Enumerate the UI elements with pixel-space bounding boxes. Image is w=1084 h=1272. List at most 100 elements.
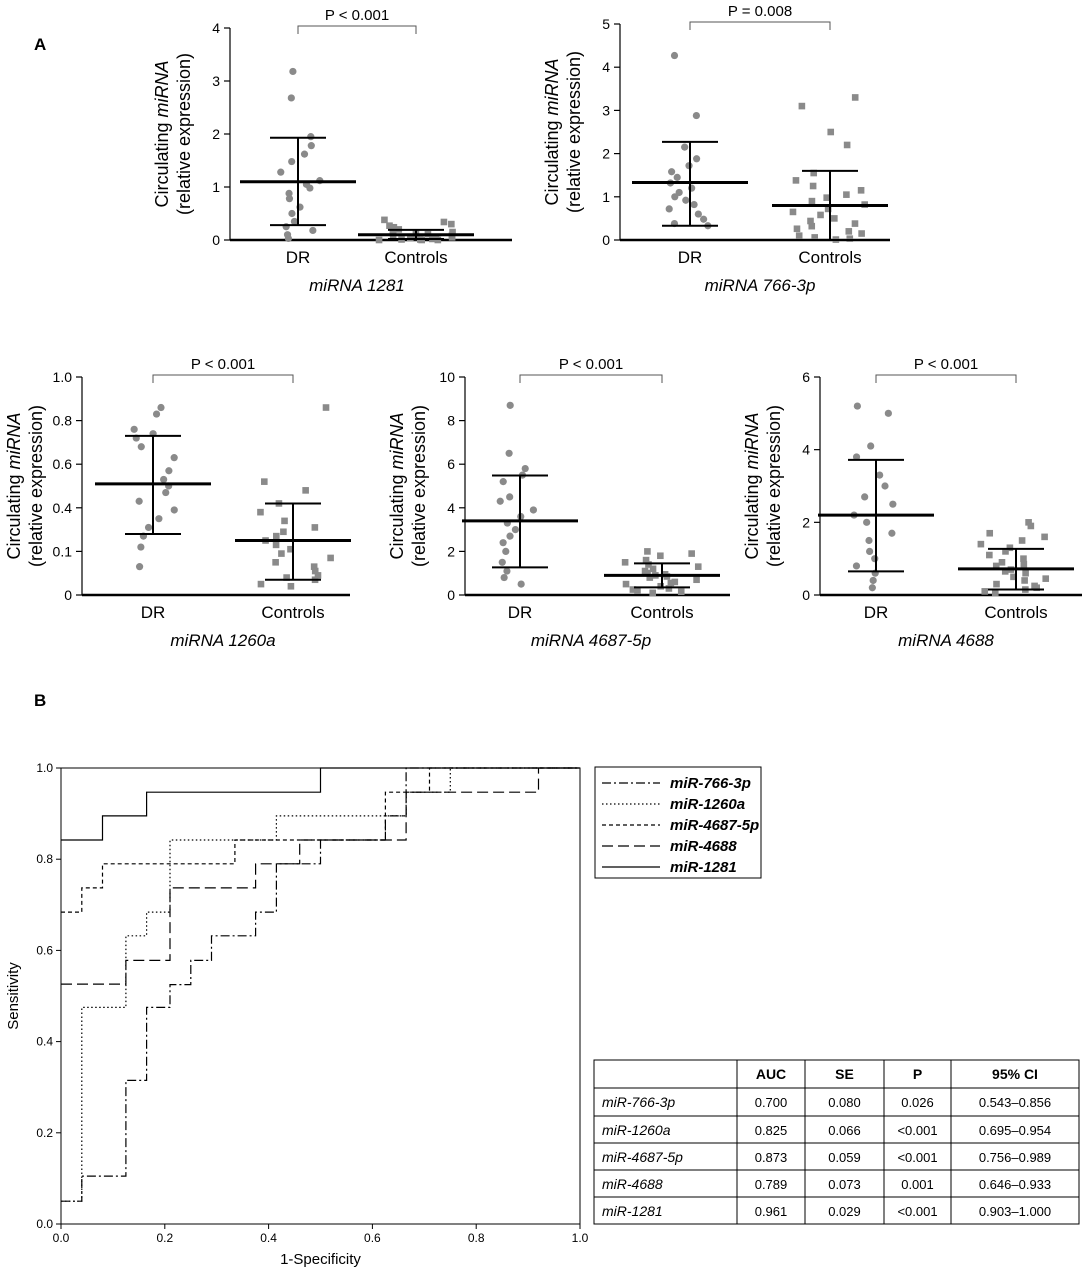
data-point-controls [991, 589, 999, 597]
legend-label: miR-4687-5p [670, 817, 759, 834]
data-point-dr [694, 210, 702, 218]
data-point-controls [981, 588, 989, 595]
roc-frame [60, 767, 581, 1225]
data-point-dr [144, 523, 153, 532]
panel-label-b: B [34, 691, 46, 710]
p-value-label: P < 0.001 [191, 356, 255, 373]
data-point-dr [693, 155, 701, 163]
data-point-controls [992, 562, 1000, 570]
significance-bracket [297, 25, 417, 34]
table-frame [593, 1059, 1080, 1225]
scatter-panel-2: 0 1 2 3 4 5 Circulating miRNA (relative express… [542, 3, 890, 295]
y-axis-label: Circulating miRNA [387, 412, 407, 559]
table-row-name: miR-1260a [602, 1122, 671, 1138]
data-point-dr [499, 539, 507, 547]
category-label-dr: DR [864, 603, 889, 622]
data-point-controls [1002, 548, 1009, 555]
roc-panel: 0.00.0 0.2 0.2 0.4 0.4 0.6 0.6 0.8 0.8 1.0 1.0 1-Sp… [5, 761, 589, 1268]
data-point-controls [629, 586, 637, 593]
table-cell: 0.756–0.989 [979, 1150, 1051, 1165]
x-tick-label: 0.6 [364, 1231, 381, 1245]
data-point-controls [406, 234, 414, 242]
table-cell: 0.001 [901, 1177, 934, 1192]
data-point-controls [1021, 577, 1028, 584]
y-tick-label: 3 [602, 102, 610, 118]
y-tick-label: 0.6 [36, 943, 53, 957]
data-point-controls [1010, 573, 1017, 581]
roc-curve-mir-4687-5p [61, 767, 580, 913]
data-point-controls [649, 589, 656, 597]
y-tick-label: 0 [802, 587, 810, 603]
data-point-dr [888, 529, 896, 537]
table-cell: 0.961 [755, 1204, 788, 1219]
data-point-controls [808, 197, 816, 205]
y-axis-label-units: (relative expression) [764, 405, 784, 567]
y-tick-label: 10 [439, 369, 455, 385]
data-point-dr [521, 464, 529, 473]
x-tick-label: 0.2 [156, 1231, 173, 1245]
data-point-controls [817, 211, 824, 219]
data-point-dr [668, 168, 676, 176]
p-value-label: P < 0.001 [325, 7, 389, 24]
data-point-controls [634, 587, 641, 594]
y-axis-label: Circulating miRNA [542, 58, 562, 205]
data-point-controls [795, 232, 803, 239]
data-point-controls [434, 236, 442, 244]
data-point-dr [673, 173, 681, 181]
table-cell: <0.001 [897, 1204, 937, 1219]
y-tick-label: 0 [64, 587, 72, 603]
data-point-dr [876, 471, 884, 479]
data-point-controls [657, 582, 665, 590]
table-row-name: miR-4687-5p [602, 1149, 683, 1165]
y-tick-label: 5 [602, 16, 610, 32]
data-point-dr [871, 555, 879, 563]
data-point-dr [881, 482, 889, 490]
data-point-controls [823, 194, 831, 201]
table-cell: 0.789 [755, 1177, 788, 1192]
data-point-controls [824, 205, 832, 213]
data-point-controls [322, 404, 330, 411]
data-point-controls [694, 563, 702, 570]
data-point-controls [272, 541, 280, 549]
data-point-dr [170, 454, 178, 462]
category-label-dr: DR [678, 248, 703, 267]
y-axis-label: Circulating miRNA [742, 412, 762, 559]
data-point-controls [827, 128, 835, 136]
data-point-dr [852, 562, 861, 570]
y-tick-label: 2 [802, 514, 810, 530]
data-point-controls [272, 559, 279, 566]
table-cell: 0.903–1.000 [979, 1204, 1051, 1219]
data-point-controls [986, 551, 993, 559]
category-label-dr: DR [141, 603, 166, 622]
data-point-dr [853, 402, 861, 410]
data-point-controls [1022, 569, 1029, 577]
data-point-dr [288, 157, 296, 166]
data-point-controls [310, 563, 318, 570]
chart-subtitle: miRNA 1281 [309, 276, 405, 295]
legend-label: miR-1260a [670, 796, 745, 813]
data-point-dr [157, 403, 165, 412]
y-tick-label: 0 [212, 232, 220, 248]
table-cell: 0.066 [828, 1123, 861, 1138]
legend-label: miR-1281 [670, 859, 737, 876]
table-cell: 0.873 [755, 1150, 788, 1165]
data-point-controls [311, 524, 319, 531]
data-point-controls [807, 217, 814, 225]
y-axis-label-units: (relative expression) [409, 405, 429, 567]
y-tick-label: 0.8 [36, 852, 53, 866]
data-point-controls [993, 580, 1000, 588]
data-point-dr [285, 195, 294, 203]
data-point-dr [499, 478, 507, 486]
data-point-dr [300, 150, 309, 158]
data-point-controls [843, 191, 850, 198]
data-point-controls [261, 478, 268, 485]
data-point-dr [152, 410, 161, 418]
y-tick-label: 0.4 [53, 500, 73, 516]
legend-label: miR-766-3p [670, 775, 751, 792]
data-point-controls [1020, 555, 1027, 562]
data-point-controls [671, 578, 679, 586]
legend-label: miR-4688 [670, 838, 737, 855]
data-point-dr [884, 409, 892, 417]
data-point-dr [865, 536, 873, 545]
data-point-controls [677, 588, 685, 596]
